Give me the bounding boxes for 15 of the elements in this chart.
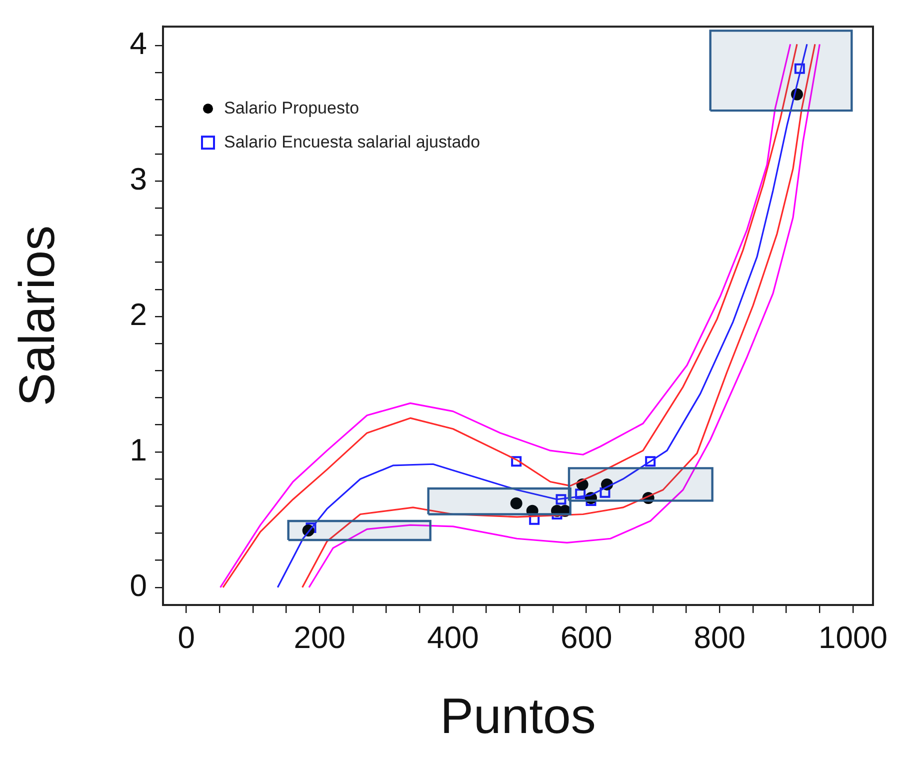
y-tick-label: 3 [130, 162, 147, 197]
x-tick-label: 1000 [818, 620, 888, 656]
y-tick-label: 0 [130, 568, 147, 603]
y-axis-title: Salarios [8, 225, 65, 406]
x-tick-label: 400 [427, 620, 479, 656]
x-tick-label: 0 [178, 620, 195, 656]
y-tick-label: 1 [130, 432, 147, 468]
y-tick-label: 4 [130, 26, 147, 62]
y-tick-label: 2 [130, 297, 147, 332]
legend-label: Salario Encuesta salarial ajustado [224, 132, 480, 152]
x-tick-label: 800 [694, 620, 746, 656]
x-tick-label: 200 [294, 620, 346, 656]
x-tick-label: 600 [560, 620, 612, 656]
legend-label: Salario Propuesto [224, 98, 360, 118]
x-axis-title: Puntos [440, 688, 596, 744]
